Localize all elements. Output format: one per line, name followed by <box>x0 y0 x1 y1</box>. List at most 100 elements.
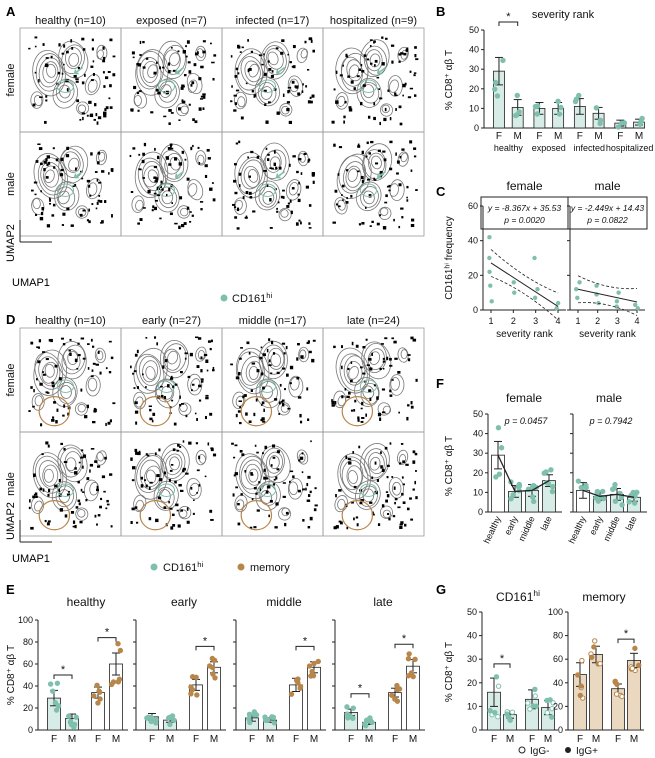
cell-dot <box>405 463 409 466</box>
cell-dot <box>298 181 300 185</box>
cell-dot <box>185 45 187 48</box>
data-point <box>166 714 173 721</box>
cell-dot <box>268 68 272 71</box>
cell-dot <box>104 76 109 80</box>
cell-dot <box>331 404 335 407</box>
x-tick-label: M <box>68 734 76 745</box>
cell-dot <box>130 191 134 194</box>
cell-dot <box>235 376 240 380</box>
density-contour <box>363 190 375 205</box>
cell-dot <box>182 467 186 471</box>
cell-dot <box>369 39 373 41</box>
cell-dot <box>152 205 155 209</box>
cell-dot <box>70 224 74 227</box>
cell-dot <box>185 414 188 418</box>
cell-dot <box>412 488 415 491</box>
cell-dot <box>33 474 36 478</box>
cd161hi-gate <box>258 79 277 93</box>
cell-dot <box>296 376 300 380</box>
data-point <box>592 638 598 644</box>
cell-dot <box>88 184 91 188</box>
cell-dot <box>131 479 135 482</box>
cell-dot <box>307 526 311 529</box>
density-contour <box>257 82 277 104</box>
cell-dot <box>385 499 388 503</box>
cell-dot <box>92 60 95 63</box>
density-contour <box>57 190 70 205</box>
density-contour <box>167 350 179 365</box>
umap1-label-a: UMAP1 <box>12 277 50 289</box>
cell-dot <box>272 483 276 486</box>
cell-dot <box>112 402 116 405</box>
cell-dot <box>198 107 202 111</box>
cell-dot <box>129 154 132 158</box>
cell-dot <box>305 185 309 189</box>
cell-dot <box>207 340 211 343</box>
density-contour <box>75 205 89 219</box>
y-tick-label: 60 <box>468 201 478 211</box>
cell-dot <box>168 187 171 192</box>
cell-dot <box>135 421 138 425</box>
cell-dot <box>156 155 160 160</box>
cd161hi-gate <box>56 79 75 93</box>
cell-dot <box>273 162 277 167</box>
cell-dot <box>209 187 213 191</box>
cell-dot <box>337 205 341 208</box>
legend-a: CD161hi <box>220 291 273 305</box>
cell-dot <box>190 486 193 490</box>
data-point <box>345 715 351 721</box>
cell-dot <box>402 483 405 486</box>
density-contour <box>147 64 158 78</box>
density-contour <box>65 457 77 472</box>
cell-dot <box>170 463 174 466</box>
cell-dot <box>391 379 394 381</box>
cell-dot <box>250 50 254 53</box>
cell-dot <box>365 338 368 341</box>
x-tick-label: M <box>506 734 514 745</box>
y-tick-label: 40 <box>553 678 563 688</box>
cell-dot <box>73 75 77 78</box>
x-tick-label: F <box>615 734 621 745</box>
density-contour <box>164 152 182 175</box>
cell-dot <box>139 218 143 221</box>
data-point <box>616 290 621 295</box>
cell-dot <box>82 491 85 493</box>
data-point <box>487 235 492 240</box>
x-tick-label: F <box>293 734 299 745</box>
cell-dot <box>72 520 76 524</box>
cell-dot <box>238 421 242 425</box>
cell-dot <box>404 82 407 86</box>
cell-dot <box>382 150 386 153</box>
cell-dot <box>207 157 211 160</box>
data-point <box>95 700 101 706</box>
cell-dot <box>157 194 161 197</box>
density-contour <box>254 76 280 107</box>
cell-dot <box>265 120 269 124</box>
density-contour <box>44 169 55 184</box>
cell-dot <box>402 460 406 464</box>
data-point <box>511 280 516 285</box>
cell-dot <box>245 191 249 194</box>
cell-dot <box>173 422 177 426</box>
density-contour <box>337 199 346 211</box>
cell-dot <box>310 100 313 104</box>
cell-dot <box>312 339 316 342</box>
x-tick-label: F <box>51 734 57 745</box>
cell-dot <box>168 122 171 125</box>
cell-dot <box>410 518 414 521</box>
density-contour <box>42 464 59 487</box>
x-tick-label: F <box>149 734 155 745</box>
cell-dot <box>401 148 405 151</box>
data-point <box>600 488 606 495</box>
cell-dot <box>333 88 336 91</box>
density-contour <box>133 347 168 394</box>
cell-dot <box>382 357 385 360</box>
density-contour <box>85 374 101 397</box>
cell-dot <box>308 222 311 225</box>
cell-dot <box>276 468 280 471</box>
data-point <box>52 700 59 706</box>
cell-dot <box>178 119 181 121</box>
memory-gate <box>341 500 374 531</box>
data-point <box>206 663 213 669</box>
cell-dot <box>186 40 190 44</box>
